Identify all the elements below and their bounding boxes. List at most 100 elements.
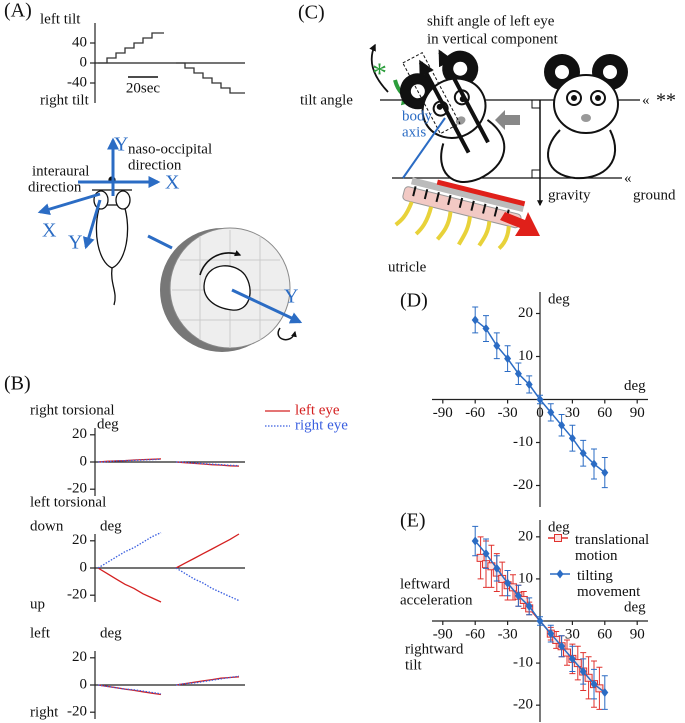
y-tick-label: 0 [80, 453, 88, 469]
roll-arrow [277, 327, 297, 341]
data-point [493, 563, 501, 573]
y-tick-label: 40 [72, 34, 87, 50]
eye-axis-arrow [438, 49, 490, 144]
data-point [519, 595, 528, 604]
y-tick-label: 0 [80, 54, 88, 70]
unit-label: deg [624, 378, 646, 394]
data-point [558, 420, 566, 430]
unit-label: deg [548, 291, 570, 307]
data-point [476, 553, 485, 562]
data-point [558, 641, 566, 651]
shift-direction-arrow [500, 212, 540, 236]
annotation: gravity [548, 187, 591, 203]
annotation: direction [28, 179, 82, 195]
mouse-nose [581, 114, 591, 122]
tilt-arrow [369, 43, 389, 93]
trace [97, 676, 240, 696]
mouse-top-view [92, 176, 132, 306]
unit-label: deg [100, 518, 122, 534]
axis-end-label: left tilt [40, 11, 81, 27]
data-point [568, 433, 576, 443]
y-tick-label: -20 [67, 481, 87, 497]
axis-note: leftward [400, 576, 450, 592]
axis-end-label: right tilt [40, 92, 90, 108]
panel-label: (C) [298, 2, 325, 24]
sphere [160, 227, 291, 352]
y-tick-label: -20 [513, 477, 533, 493]
y-arrow [82, 199, 102, 250]
x-tick-label: 90 [630, 626, 645, 642]
x-tick-label: 30 [565, 626, 580, 642]
mouse-nose [455, 116, 466, 125]
data-point [509, 583, 517, 592]
panel-label: (A) [4, 0, 32, 22]
mouse-pupil [595, 95, 601, 101]
axis-label: Y [284, 286, 298, 308]
data-point [579, 667, 587, 676]
annotation: direction [128, 157, 182, 173]
rotation-arrow [199, 250, 242, 276]
x-tick-label: 60 [597, 405, 612, 421]
data-point [525, 601, 533, 611]
annotation: tilt angle [300, 92, 353, 108]
level-mark: « [624, 170, 632, 186]
data-point [573, 659, 582, 668]
trace [97, 532, 240, 602]
y-tick-label: -40 [67, 74, 87, 90]
eye-axis-arrow [418, 59, 471, 154]
mouse-tilted [399, 49, 506, 184]
data-point [601, 688, 609, 698]
data-point [601, 468, 609, 478]
y-tick-label: -10 [513, 434, 533, 450]
mouse-upright [544, 54, 628, 180]
data-point [590, 679, 598, 689]
trace [97, 533, 240, 603]
y-tick-label: 10 [518, 348, 533, 364]
data-point [547, 407, 555, 417]
data-point [504, 354, 512, 364]
legend-label: left eye [295, 402, 340, 418]
axis-end-label: up [30, 596, 45, 612]
legend-marker [556, 569, 564, 579]
y-tick-label: 20 [518, 305, 533, 321]
trace [98, 32, 245, 94]
axis-end-label: left torsional [30, 494, 106, 510]
data-point [536, 616, 544, 626]
x-tick-label: -60 [465, 405, 485, 421]
data-point [493, 341, 501, 351]
body-axis-line [402, 117, 446, 179]
axis-note: acceleration [400, 592, 473, 608]
legend-label: tilting movement [577, 568, 641, 600]
unit-label: deg [100, 625, 122, 641]
data-point [568, 654, 576, 664]
x-tick-label: -60 [465, 626, 485, 642]
x-tick-label: -90 [433, 405, 453, 421]
axis-label: Y [114, 134, 128, 156]
data-point [504, 578, 512, 588]
axis-label: X [165, 172, 180, 194]
level-mark: « [642, 92, 650, 108]
data-point [471, 315, 479, 325]
data-point [590, 459, 598, 469]
mouse-pupil [571, 95, 577, 101]
right-angle [531, 100, 540, 178]
axis-note: tilt [405, 657, 423, 673]
axis-end-label: down [30, 518, 64, 534]
panel-label: (E) [400, 510, 426, 532]
mouse-body [440, 119, 506, 184]
x-tick-label: 90 [630, 405, 645, 421]
x-tick-label: 0 [536, 405, 544, 421]
otolith-shift [436, 179, 526, 207]
mouse-ear-inner [553, 63, 571, 81]
data-point [514, 369, 522, 379]
annotation: naso-occipital [128, 141, 212, 157]
eye-box [402, 51, 461, 135]
axis-end-label: right [30, 704, 59, 720]
trace [97, 458, 240, 467]
asterisk: * [372, 57, 387, 90]
axis-end-label: left [30, 625, 51, 641]
x-tick-label: -30 [498, 626, 518, 642]
y-tick-label: 20 [518, 528, 533, 544]
